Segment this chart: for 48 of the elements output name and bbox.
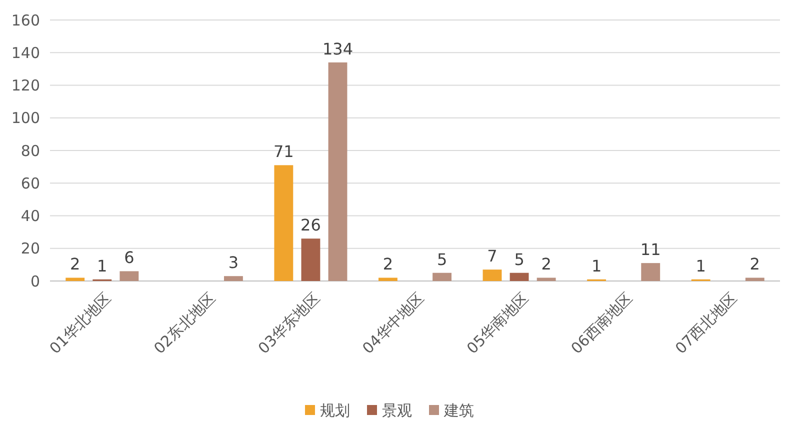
data-label: 5 xyxy=(514,250,524,269)
data-label: 134 xyxy=(322,39,354,58)
bar xyxy=(224,276,243,281)
y-tick-label: 120 xyxy=(11,76,40,94)
y-tick-label: 0 xyxy=(30,272,40,290)
data-label: 2 xyxy=(382,254,394,274)
y-tick-label: 20 xyxy=(20,240,40,258)
bar xyxy=(120,271,139,281)
bar xyxy=(378,278,398,281)
x-tick-label: 05华南地区 xyxy=(463,288,532,358)
data-label: 2 xyxy=(541,254,552,274)
x-tick-label: 01华北地区 xyxy=(46,288,115,358)
data-label: 7 xyxy=(487,246,498,266)
data-label: 26 xyxy=(300,216,321,235)
data-label: 6 xyxy=(124,248,134,268)
bar xyxy=(66,278,85,281)
bar xyxy=(536,278,556,281)
data-label: 11 xyxy=(640,240,661,260)
legend-label: 规划 xyxy=(320,401,350,420)
bar xyxy=(510,272,529,281)
data-label: 3 xyxy=(228,253,239,272)
bar xyxy=(745,278,764,281)
bar xyxy=(641,263,660,281)
y-tick-label: 80 xyxy=(20,142,40,160)
data-label: 1 xyxy=(591,256,602,276)
x-tick-label: 03华东地区 xyxy=(254,288,324,358)
data-label: 2 xyxy=(750,254,760,274)
bar xyxy=(328,62,348,281)
legend-label: 建筑 xyxy=(443,401,474,420)
x-tick-label: 07西北地区 xyxy=(672,288,740,358)
data-label: 2 xyxy=(70,254,80,274)
bar xyxy=(432,272,452,281)
x-tick-label: 06西南地区 xyxy=(567,288,636,358)
data-label: 71 xyxy=(274,142,294,162)
data-label: 1 xyxy=(696,256,706,276)
y-tick-label: 140 xyxy=(11,44,40,62)
bar xyxy=(301,238,320,281)
y-tick-label: 160 xyxy=(11,11,40,30)
legend-label: 景观 xyxy=(382,401,412,420)
data-label: 5 xyxy=(436,250,448,269)
y-tick-label: 40 xyxy=(20,207,40,225)
bar xyxy=(482,270,502,281)
y-tick-label: 100 xyxy=(11,109,40,128)
data-label: 1 xyxy=(97,256,108,276)
y-tick-label: 60 xyxy=(20,174,40,192)
bar xyxy=(274,165,294,281)
x-tick-label: 04华中地区 xyxy=(358,288,428,358)
x-tick-label: 02东北地区 xyxy=(150,288,219,358)
